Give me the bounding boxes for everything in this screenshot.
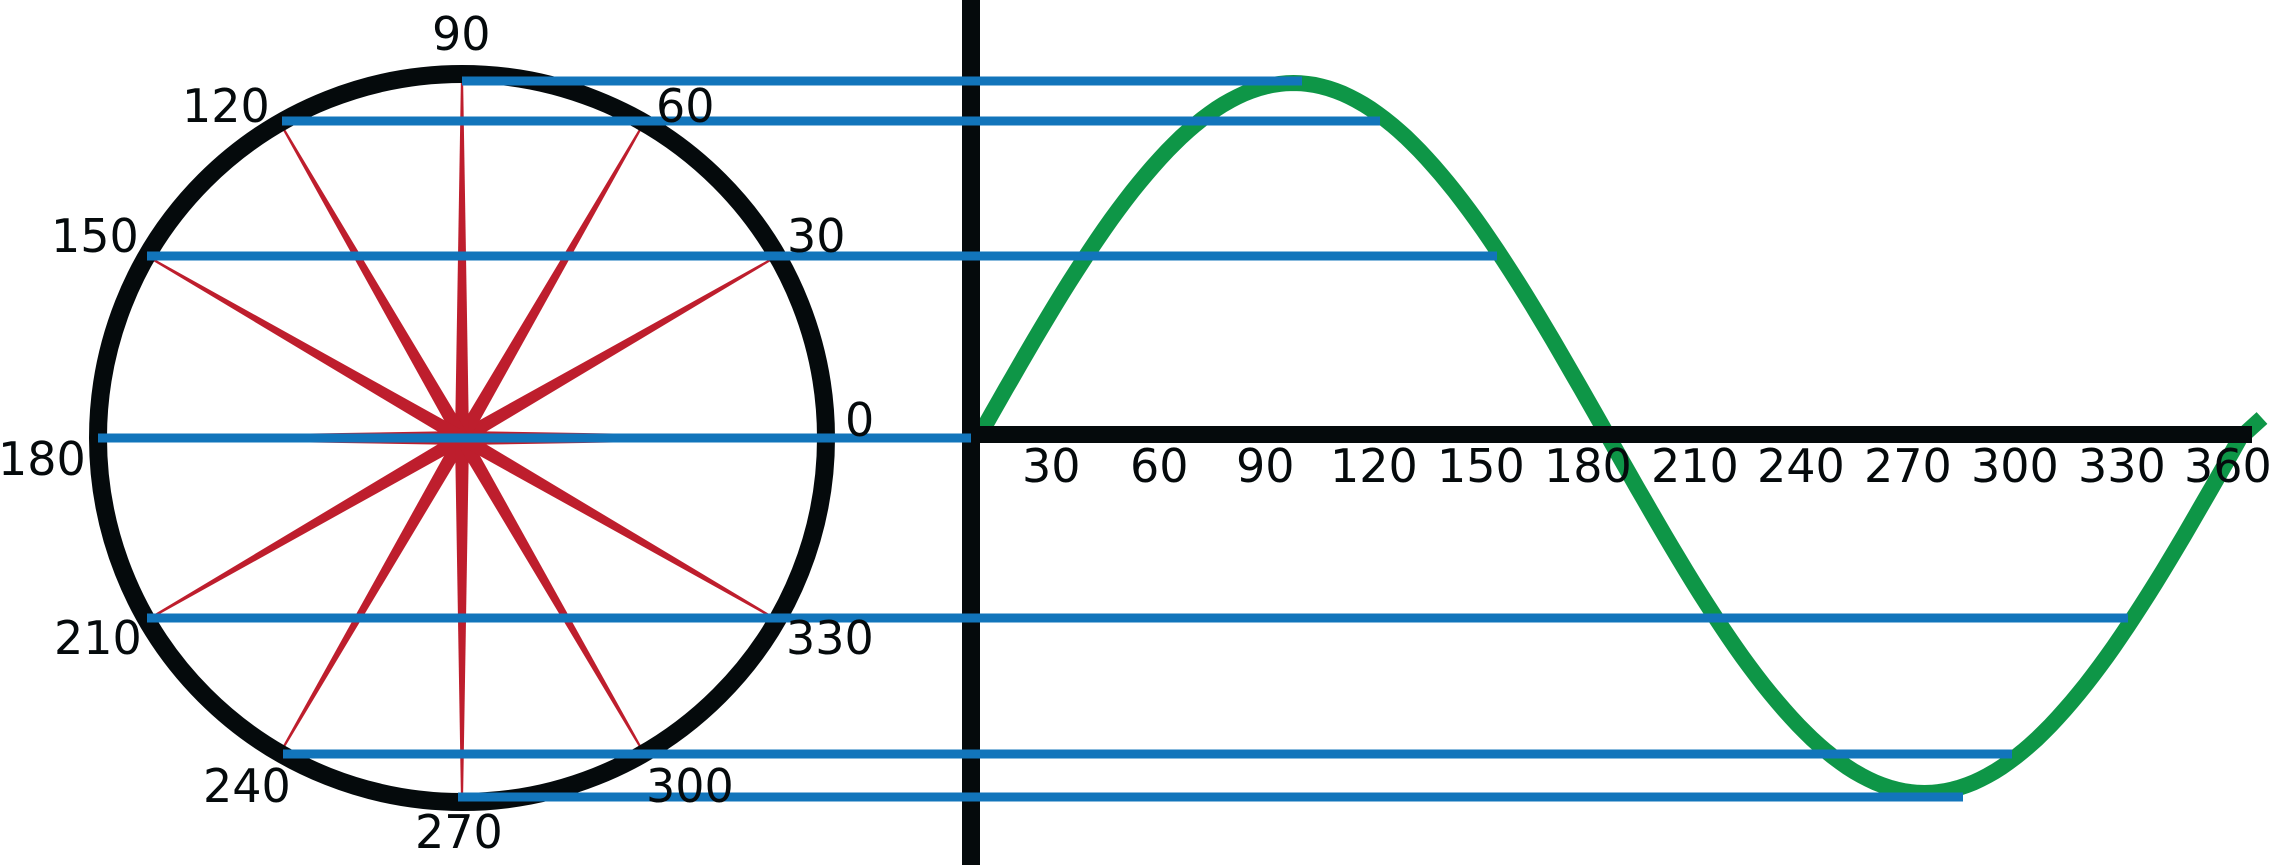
x-tick-240: 240 <box>1757 439 1845 493</box>
spoke-60 <box>455 122 645 442</box>
x-axis <box>971 426 2252 443</box>
circle-label-30: 30 <box>787 209 846 263</box>
projection-lines <box>98 76 2128 802</box>
x-tick-300: 300 <box>1971 439 2059 493</box>
x-axis-tick-labels: 30 60 90 120 150 180 210 240 270 300 330… <box>1022 439 2271 493</box>
x-tick-270: 270 <box>1864 439 1952 493</box>
spoke-240 <box>279 434 469 754</box>
circle-label-150: 150 <box>51 209 139 263</box>
circle-label-90: 90 <box>432 7 491 61</box>
x-tick-210: 210 <box>1651 439 1739 493</box>
spoke-210 <box>146 431 466 621</box>
projection-line-270 <box>458 792 1963 802</box>
circle-label-0: 0 <box>845 393 874 447</box>
circle-label-180: 180 <box>0 432 86 486</box>
spoke-30 <box>458 255 778 445</box>
projection-line-210-330 <box>147 613 2128 623</box>
projection-line-30-150 <box>147 251 1497 261</box>
circle-label-270: 270 <box>415 805 503 859</box>
spoke-120 <box>279 122 469 442</box>
x-tick-90: 90 <box>1236 439 1295 493</box>
spoke-150 <box>146 255 466 445</box>
circle-label-240: 240 <box>203 759 291 813</box>
circle-label-60: 60 <box>656 79 715 133</box>
circle-angle-labels: 0 30 60 90 120 150 180 210 240 270 300 3… <box>0 7 874 859</box>
x-tick-180: 180 <box>1544 439 1632 493</box>
projection-line-0-180 <box>98 433 971 443</box>
x-tick-150: 150 <box>1437 439 1525 493</box>
circle-label-120: 120 <box>182 79 270 133</box>
circle-label-300: 300 <box>646 759 734 813</box>
spoke-300 <box>455 434 645 754</box>
circle-label-330: 330 <box>786 611 874 665</box>
circle-radius-spokes <box>98 74 826 802</box>
projection-line-60-120 <box>282 116 1380 126</box>
spoke-330 <box>458 431 778 621</box>
x-tick-60: 60 <box>1130 439 1189 493</box>
projection-line-240-300 <box>283 749 2012 759</box>
x-tick-120: 120 <box>1330 439 1418 493</box>
x-tick-30: 30 <box>1022 439 1081 493</box>
circle-label-210: 210 <box>54 611 142 665</box>
sine-wave-curve <box>971 74 2268 802</box>
projection-line-90 <box>462 76 1302 86</box>
x-tick-360: 360 <box>2184 439 2271 493</box>
x-tick-330: 330 <box>2078 439 2166 493</box>
